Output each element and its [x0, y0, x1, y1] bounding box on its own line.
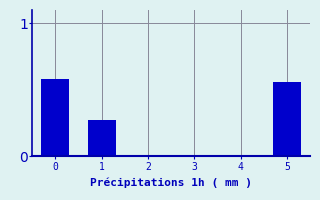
Bar	[273, 82, 301, 156]
Bar	[88, 120, 116, 156]
Bar	[41, 79, 69, 156]
X-axis label: Précipitations 1h ( mm ): Précipitations 1h ( mm )	[90, 177, 252, 188]
